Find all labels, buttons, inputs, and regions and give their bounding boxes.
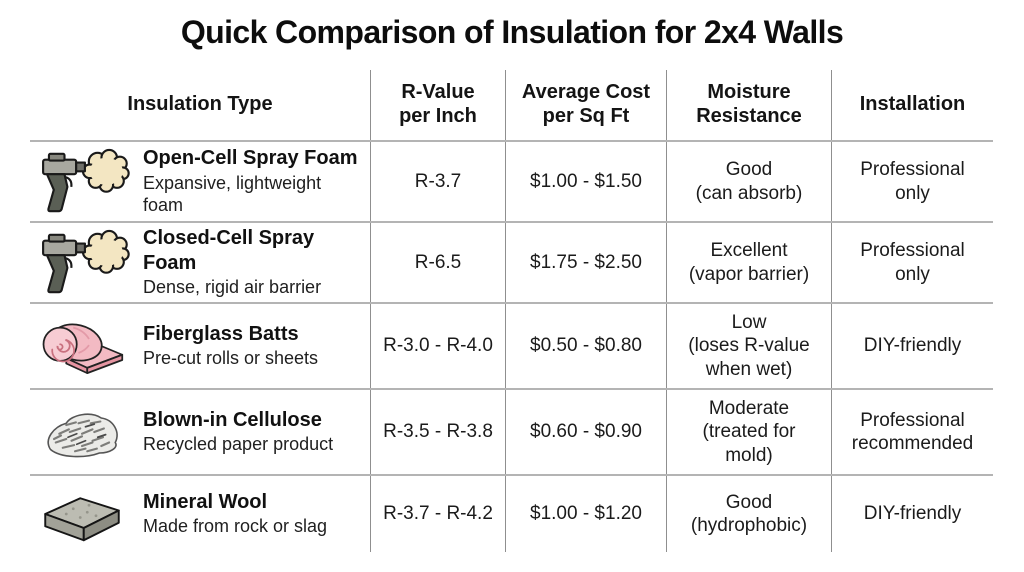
- col-header-average-cost: Average Cost per Sq Ft: [505, 70, 666, 140]
- r-value-cell: R-3.7 - R-4.2: [370, 476, 505, 552]
- insulation-type-cell: Open-Cell Spray Foam Expansive, lightwei…: [30, 142, 370, 221]
- insulation-description: Recycled paper product: [143, 434, 334, 455]
- spray-foam-gun-icon: [34, 228, 130, 298]
- insulation-description: Dense, rigid air barrier: [143, 276, 322, 297]
- cost-cell: $1.75 - $2.50: [505, 223, 666, 302]
- cost-cell: $1.00 - $1.20: [505, 476, 666, 552]
- insulation-type-cell: Mineral Wool Made from rock or slag: [30, 476, 370, 552]
- insulation-name: Fiberglass Batts: [143, 322, 299, 345]
- insulation-type-cell: Blown-in Cellulose Recycled paper produc…: [30, 390, 370, 474]
- insulation-type-text: Open-Cell Spray Foam Expansive, lightwei…: [143, 146, 366, 216]
- insulation-type-text: Mineral Wool Made from rock or slag: [143, 490, 327, 538]
- insulation-description: Made from rock or slag: [143, 516, 328, 537]
- cost-cell: $0.60 - $0.90: [505, 390, 666, 474]
- insulation-type-cell: Fiberglass Batts Pre-cut rolls or sheets: [30, 304, 370, 388]
- insulation-type-text: Fiberglass Batts Pre-cut rolls or sheets: [143, 322, 318, 370]
- installation-cell: DIY-friendly: [831, 304, 993, 388]
- installation-cell: DIY-friendly: [831, 476, 993, 552]
- installation-cell: Professional only: [831, 223, 993, 302]
- moisture-cell: Low (loses R-value when wet): [666, 304, 831, 388]
- r-value-cell: R-6.5: [370, 223, 505, 302]
- moisture-cell: Moderate (treated for mold): [666, 390, 831, 474]
- mineral-wool-slab-icon: [34, 479, 130, 549]
- insulation-type-text: Closed-Cell Spray Foam Dense, rigid air …: [143, 226, 366, 299]
- insulation-name: Mineral Wool: [143, 490, 268, 513]
- col-header-r-value: R-Value per Inch: [370, 70, 505, 140]
- moisture-cell: Good (can absorb): [666, 142, 831, 221]
- table-row-blown-in-cellulose: Blown-in Cellulose Recycled paper produc…: [30, 388, 993, 474]
- insulation-type-cell: Closed-Cell Spray Foam Dense, rigid air …: [30, 223, 370, 302]
- insulation-name: Blown-in Cellulose: [143, 408, 322, 431]
- fiberglass-roll-icon: [34, 311, 130, 381]
- page-title: Quick Comparison of Insulation for 2x4 W…: [180, 14, 844, 50]
- col-header-insulation-type: Insulation Type: [127, 93, 273, 116]
- insulation-description: Expansive, lightweight foam: [143, 172, 322, 215]
- comparison-table: Insulation Type R-Value per Inch Average…: [30, 70, 993, 552]
- insulation-name: Open-Cell Spray Foam: [143, 147, 358, 170]
- installation-cell: Professional recommended: [831, 390, 993, 474]
- insulation-description: Pre-cut rolls or sheets: [143, 348, 319, 369]
- r-value-cell: R-3.0 - R-4.0: [370, 304, 505, 388]
- table-row-mineral-wool: Mineral Wool Made from rock or slag R-3.…: [30, 474, 993, 552]
- table-header-row: Insulation Type R-Value per Inch Average…: [30, 70, 993, 140]
- cost-cell: $0.50 - $0.80: [505, 304, 666, 388]
- cellulose-pile-icon: [34, 397, 130, 467]
- cost-cell: $1.00 - $1.50: [505, 142, 666, 221]
- col-header-moisture-resistance: Moisture Resistance: [666, 70, 831, 140]
- insulation-type-text: Blown-in Cellulose Recycled paper produc…: [143, 408, 333, 456]
- table-row-closed-cell-spray-foam: Closed-Cell Spray Foam Dense, rigid air …: [30, 221, 993, 302]
- r-value-cell: R-3.5 - R-3.8: [370, 390, 505, 474]
- table-row-fiberglass-batts: Fiberglass Batts Pre-cut rolls or sheets…: [30, 302, 993, 388]
- table-row-open-cell-spray-foam: Open-Cell Spray Foam Expansive, lightwei…: [30, 140, 993, 221]
- moisture-cell: Good (hydrophobic): [666, 476, 831, 552]
- insulation-name: Closed-Cell Spray Foam: [143, 227, 315, 274]
- moisture-cell: Excellent (vapor barrier): [666, 223, 831, 302]
- installation-cell: Professional only: [831, 142, 993, 221]
- col-header-installation: Installation: [831, 70, 993, 140]
- r-value-cell: R-3.7: [370, 142, 505, 221]
- spray-foam-gun-icon: [34, 147, 130, 217]
